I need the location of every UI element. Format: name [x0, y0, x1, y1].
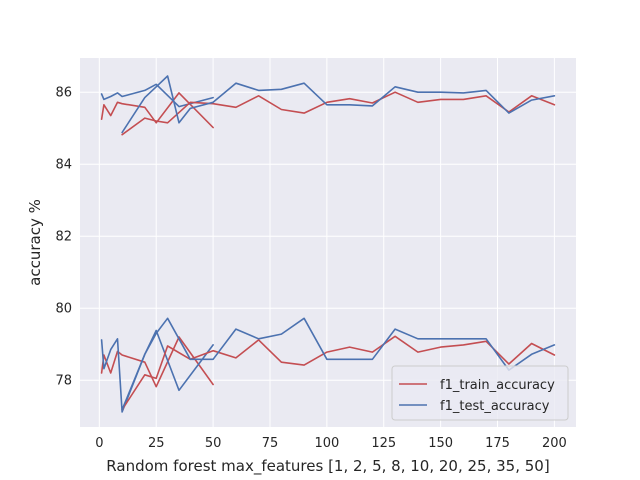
series-lines: [100, 75, 556, 413]
series-line-test-1: [100, 83, 214, 108]
legend-box: [391, 365, 569, 421]
y-axis-label: accuracy %: [26, 199, 44, 286]
x-axis-label: Random forest max_features [1, 2, 5, 8, …: [106, 457, 549, 476]
x-tick-label: 150: [428, 436, 453, 451]
x-tick-label: 75: [262, 436, 279, 451]
series-line-test-5: [100, 329, 214, 413]
x-tick-label: 25: [148, 436, 165, 451]
legend-label-test: f1_test_accuracy: [440, 399, 550, 414]
legend-label-train: f1_train_accuracy: [440, 378, 555, 393]
series-line-test-3: [121, 75, 556, 134]
series-line-train-2: [121, 91, 556, 136]
series-line-train-6: [121, 335, 556, 411]
y-tick-label: 78: [55, 374, 72, 389]
x-tick-label: 0: [95, 436, 103, 451]
legend: f1_train_accuracy f1_test_accuracy: [391, 365, 569, 421]
x-tick-label: 50: [205, 436, 222, 451]
x-tick-label: 200: [542, 436, 567, 451]
tick-labels: 0 25 50 75 100 125 150 175 200 78 80 82 84 86: [55, 86, 566, 451]
y-tick-label: 80: [55, 302, 72, 317]
y-tick-label: 82: [55, 230, 72, 245]
x-tick-label: 125: [371, 436, 396, 451]
x-tick-label: 100: [314, 436, 339, 451]
y-tick-label: 84: [55, 158, 72, 173]
series-line-test-7: [121, 317, 556, 411]
y-tick-label: 86: [55, 86, 72, 101]
x-tick-label: 175: [485, 436, 510, 451]
series-line-train-0: [100, 92, 214, 129]
